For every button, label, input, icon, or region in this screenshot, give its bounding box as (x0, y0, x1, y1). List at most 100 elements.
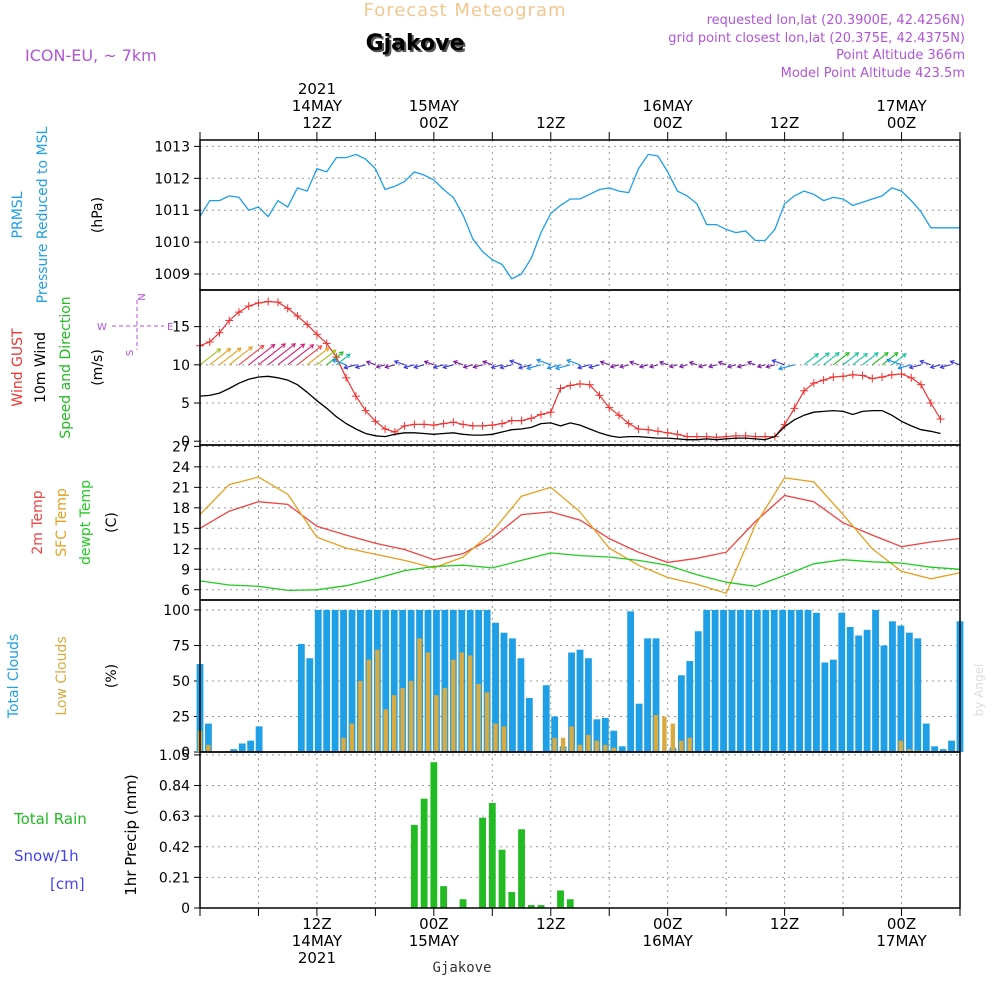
panel-label: Low Clouds (54, 636, 70, 715)
panel-label: Total Clouds (6, 634, 22, 719)
panel-frame (199, 444, 961, 601)
total-cloud-bar (787, 609, 795, 752)
low-cloud-bar (358, 680, 363, 752)
wind-arrow (778, 364, 795, 370)
wind-arrow-head (726, 363, 732, 369)
total-cloud-bar (525, 698, 533, 752)
panel-label: Pressure Reduced to MSL (35, 126, 51, 303)
wind-arrow (366, 361, 376, 366)
wind-arrow (267, 343, 296, 366)
top-time-label: 2021 (298, 80, 336, 98)
y-tick-label: 1011 (154, 203, 190, 219)
total-cloud-bar (753, 609, 761, 752)
wind-arrow (610, 364, 620, 368)
panel-label: (%) (104, 664, 120, 688)
wind-arrow-head (462, 364, 468, 369)
wind-arrow-head (354, 364, 360, 370)
wind-arrow (669, 364, 678, 368)
gust-line (199, 300, 942, 439)
y-tick-label: 10 (172, 358, 190, 374)
low-cloud-bar (206, 744, 211, 752)
total-cloud-bar (585, 658, 592, 752)
low-cloud-bar (467, 655, 473, 752)
wind-arrow-head (873, 352, 879, 357)
wind-arrow-head (535, 358, 542, 364)
wind-arrow (600, 361, 610, 366)
wind10m-line (199, 375, 941, 441)
low-cloud-bar (560, 737, 566, 752)
wind-arrow (238, 345, 264, 366)
total-cloud-bar (492, 622, 499, 752)
rain-bar (430, 762, 438, 908)
wind-arrow (326, 351, 344, 366)
wind-arrow-head (619, 363, 625, 369)
total-cloud-bar (728, 609, 736, 752)
low-cloud-bar (484, 692, 490, 752)
wind-arrow-head (403, 364, 409, 370)
y-tick-label: 0.42 (159, 840, 190, 856)
total-cloud-bar (331, 609, 339, 752)
compass-e: E (167, 322, 173, 333)
wind-arrow-head (893, 351, 899, 357)
y-tick-label: 18 (172, 501, 190, 517)
precip-ylabel: 1hr Precip (mm) (122, 774, 140, 895)
total-cloud-bar (694, 631, 702, 752)
wind-arrow (527, 364, 542, 370)
wind-arrow-head (919, 359, 925, 365)
wind-arrow (355, 364, 366, 368)
total-cloud-bar (652, 638, 660, 752)
top-time-label: 12Z (302, 114, 331, 132)
wind-arrow (306, 347, 330, 366)
total-cloud-bar (922, 723, 930, 752)
wind-arrow (718, 361, 727, 366)
panel-label: PRMSL (10, 191, 26, 238)
bottom-time-label: 12Z (536, 915, 565, 933)
total-cloud-bar (914, 638, 922, 752)
y-tick-label: 75 (172, 638, 190, 654)
wind-arrow-head (824, 352, 830, 357)
y-tick-label: 0.63 (159, 809, 190, 825)
bottom-time-label: 12Z (302, 915, 331, 933)
wind-arrow (209, 348, 231, 366)
dewpt-line (199, 552, 961, 592)
wind-arrow (482, 360, 493, 366)
requested-coords: requested lon,lat (20.3900E, 42.4256N) (707, 13, 965, 28)
wind-arrow (316, 349, 337, 366)
wind-arrow (336, 353, 351, 366)
t2m-line (199, 494, 961, 564)
total-cloud-bar (846, 626, 854, 752)
rain-bar (527, 905, 535, 908)
wind-arrow (509, 360, 522, 366)
wind-arrow-head (309, 344, 315, 349)
wind-arrow-head (472, 364, 478, 369)
wind-arrow-head (771, 359, 777, 364)
rain-bar (410, 824, 418, 908)
wind-arrow (737, 364, 746, 368)
top-time-label: 00Z (887, 114, 916, 132)
wind-arrow (920, 360, 931, 366)
bottom-time-label: 00Z (419, 915, 448, 933)
wind-arrow-head (331, 349, 337, 355)
y-tick-label: 1010 (154, 235, 190, 251)
low-cloud-bar (341, 737, 346, 752)
low-cloud-bar (434, 695, 439, 752)
wind-arrow-head (863, 352, 869, 358)
total-cloud-bar (483, 609, 491, 752)
wind-arrow (219, 347, 242, 366)
total-cloud-bar (576, 649, 584, 752)
low-cloud-bar (594, 740, 600, 752)
wind-arrow (277, 343, 305, 366)
bottom-time-label: 2021 (298, 949, 336, 967)
grid-point-coords: grid point closest lon,lat (20.375E, 42.… (668, 31, 965, 46)
wind-arrow-head (854, 352, 860, 357)
wind-arrow-head (708, 363, 714, 369)
wind-arrow (344, 364, 357, 369)
y-tick-label: 21 (172, 480, 190, 496)
low-cloud-bar (577, 744, 583, 752)
wind-arrow (940, 364, 951, 368)
wind-arrow-head (577, 364, 583, 370)
total-cloud-bar (703, 609, 711, 752)
bottom-time-label: 16MAY (643, 932, 694, 950)
wind-arrow-head (338, 351, 344, 356)
wind-arrow (813, 352, 830, 366)
